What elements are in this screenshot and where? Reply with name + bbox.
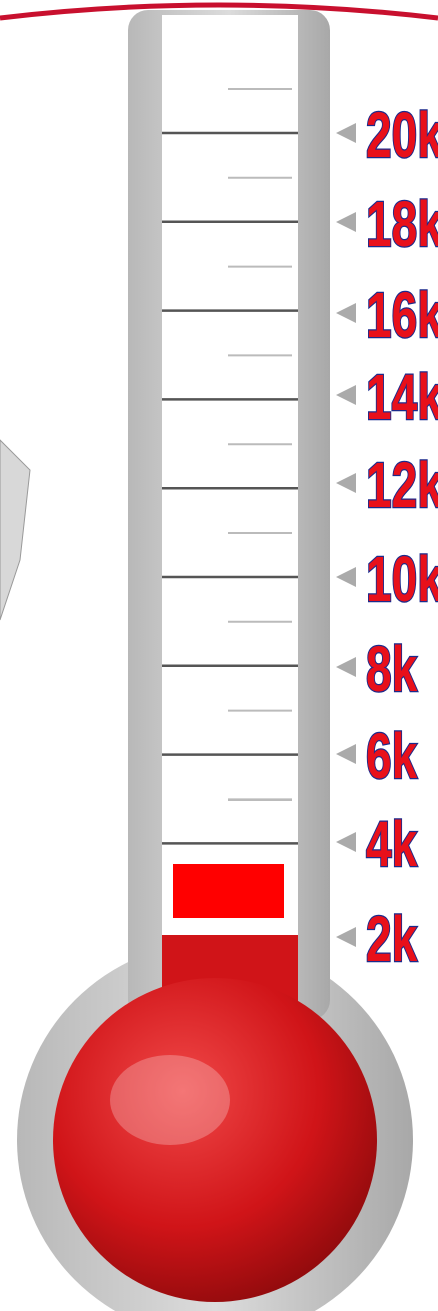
scale-label: 4k [366,809,418,880]
scale-label: 2k [366,904,418,975]
tube-inner [162,15,298,940]
pointer-arrow [336,657,356,677]
scale-labels: 20k 18k 16k 14k 12k 10k 8k 6k 4k 2k [336,99,438,976]
tick-marks [162,88,298,845]
red-box [173,864,284,918]
side-shape [0,439,31,621]
pointer-arrow [336,567,356,587]
pointer-arrow [336,744,356,764]
scale-label: 18k [366,189,438,260]
pointer-arrow [336,385,356,405]
pointer-arrow [336,473,356,493]
pointer-arrow [336,303,356,323]
pointer-arrow [336,123,356,143]
scale-label: 12k [366,450,438,521]
top-arc [0,2,438,21]
pointer-arrow [336,832,356,852]
scale-label: 6k [366,721,418,792]
scale-label: 14k [366,362,438,433]
pointer-arrow [336,212,356,232]
scale-label: 16k [366,280,438,351]
scale-label: 8k [366,634,418,705]
scale-label: 10k [366,544,438,615]
bulb [53,978,377,1302]
pointer-arrow [336,927,356,947]
bulb-shine [110,1055,230,1145]
scale-label: 20k [366,100,438,171]
